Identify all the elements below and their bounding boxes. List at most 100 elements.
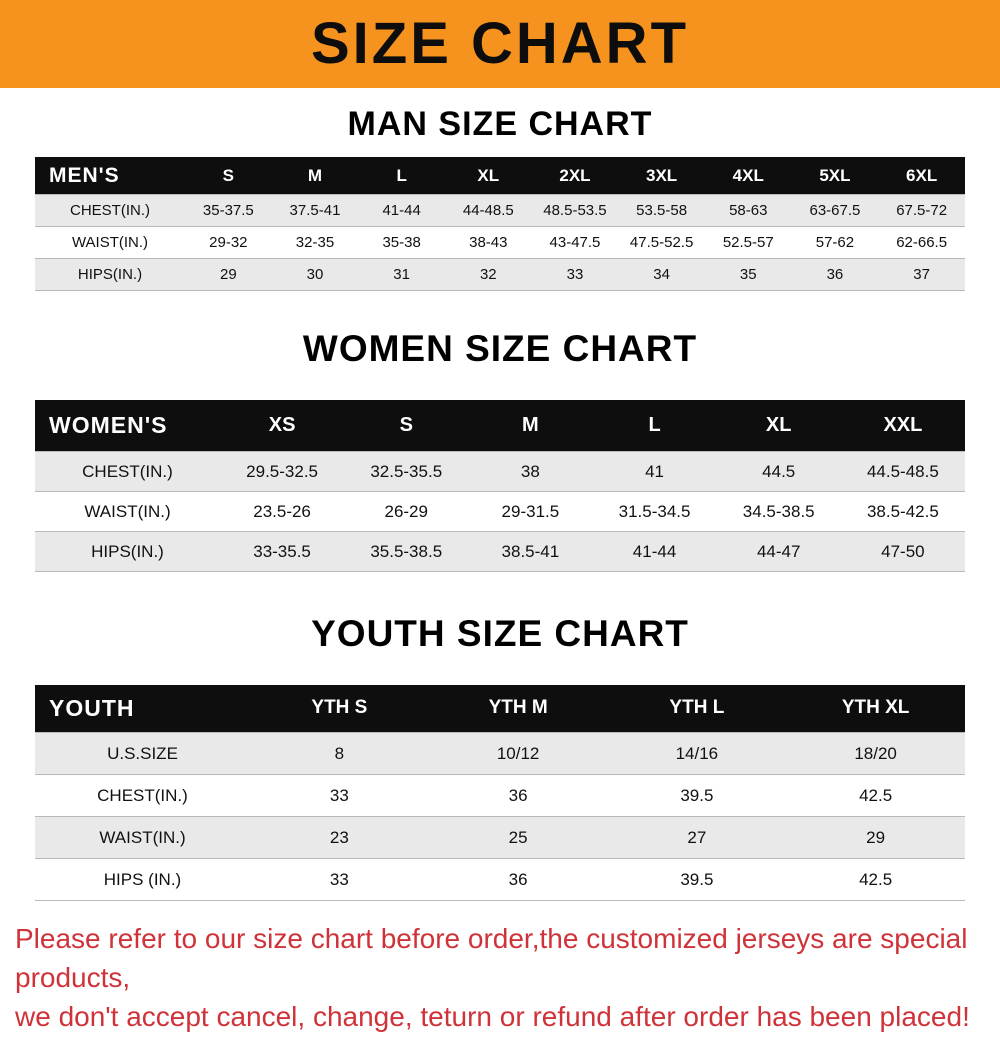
column-header: 3XL [618, 156, 705, 195]
table-header-label: YOUTH [35, 684, 250, 733]
table-cell: 23 [329, 827, 349, 847]
table-cell: 30 [306, 266, 324, 284]
table-cell: 37 [913, 266, 930, 284]
table-cell: 26-29 [384, 501, 428, 521]
size-table: WOMEN'S XS S M L XL XXL CHEST(IN.) 29.5-32.5 32.5… [35, 399, 965, 573]
table-cell: 36 [508, 785, 528, 805]
table-row: WAIST(IN.) 29-32 32-35 35-38 38-43 43-47.5 47.… [35, 226, 965, 259]
table-row: HIPS (IN.) 33 36 39.5 42.5 [35, 858, 965, 901]
size-table: MEN'S S M L XL 2XL 3XL 4XL 5XL 6XL CHEST(IN.) 35-37… [35, 156, 965, 292]
section-title: MAN SIZE CHART [347, 105, 653, 143]
table-cell: 42.5 [859, 785, 893, 805]
table-cell: 33 [329, 869, 349, 889]
table-row: CHEST(IN.) 35-37.5 37.5-41 41-44 44-48.5 48.5… [35, 194, 965, 227]
column-header: 6XL [878, 156, 965, 195]
table-header: YOUTH YTH S YTH M YTH L YTH XL [35, 684, 965, 733]
table-cell: 44.5 [762, 461, 796, 481]
row-label: CHEST(IN.) [82, 461, 173, 481]
table-cell: 35-38 [382, 234, 421, 252]
section-title: WOMEN SIZE CHART [302, 328, 698, 370]
column-header: YTH XL [786, 684, 965, 733]
table-cell: 29 [219, 266, 237, 284]
table-cell: 48.5-53.5 [543, 202, 607, 220]
column-header: 4XL [704, 156, 792, 195]
column-header: XL [716, 399, 841, 452]
table-cell: 29-32 [209, 234, 248, 252]
table-row: U.S.SIZE 8 10/12 14/16 18/20 [35, 732, 965, 775]
row-label: HIPS (IN.) [103, 869, 182, 889]
table-cell: 37.5-41 [289, 202, 341, 220]
table-cell: 29.5-32.5 [246, 461, 318, 481]
table-row: WAIST(IN.) 23 25 27 29 [35, 816, 965, 859]
table-body: CHEST(IN.) 35-37.5 37.5-41 41-44 44-48.5 48.5… [35, 194, 965, 291]
table-cell: 29-31.5 [501, 501, 560, 521]
table-cell: 33 [329, 785, 349, 805]
table-cell: 35.5-38.5 [370, 541, 443, 561]
column-header: XXL [840, 399, 965, 452]
table-cell: 42.5 [859, 869, 893, 889]
table-cell: 38-43 [469, 234, 508, 252]
table-cell: 14/16 [675, 743, 719, 763]
table-cell: 43-47.5 [549, 234, 601, 252]
table-row: HIPS(IN.) 29 30 31 32 33 34 35 36 37 [35, 258, 965, 291]
table-row: CHEST(IN.) 29.5-32.5 32.5-35.5 38 41 44.5 44.5… [35, 451, 965, 492]
row-label: WAIST(IN.) [84, 501, 171, 521]
table-cell: 25 [508, 827, 528, 847]
table-cell: 62-66.5 [896, 234, 948, 252]
column-header: M [468, 399, 593, 452]
column-header: L [592, 399, 717, 452]
table-cell: 52.5-57 [722, 234, 774, 252]
size-chart-section: WOMEN SIZE CHART WOMEN'S XS S M L XL XXL CHEST(I… [0, 327, 1000, 572]
footer-note-line2: we don't accept cancel, change, teturn o… [15, 1001, 970, 1033]
table-cell: 47-50 [881, 541, 925, 561]
table-cell: 47.5-52.5 [629, 234, 694, 252]
table-cell: 58-63 [729, 202, 768, 220]
table-cell: 41-44 [632, 541, 677, 561]
table-cell: 44-47 [756, 541, 801, 561]
row-label: U.S.SIZE [107, 743, 178, 763]
table-cell: 38 [520, 461, 540, 481]
size-chart-section: YOUTH SIZE CHART YOUTH YTH S YTH M YTH L YTH … [0, 612, 1000, 901]
table-cell: 41 [645, 461, 664, 481]
column-header: 2XL [531, 156, 619, 195]
column-header: YTH M [428, 684, 608, 733]
table-header-label: WOMEN'S [35, 399, 220, 452]
table-header-row: WOMEN'S XS S M L XL XXL [35, 399, 965, 452]
column-header: YTH L [607, 684, 787, 733]
size-chart-banner: SIZE CHART [0, 0, 1000, 88]
row-label: HIPS(IN.) [77, 266, 143, 284]
table-row: HIPS(IN.) 33-35.5 35.5-38.5 38.5-41 41-44 44-… [35, 531, 965, 572]
table-cell: 63-67.5 [809, 202, 861, 220]
table-cell: 35 [739, 266, 757, 284]
table-row: WAIST(IN.) 23.5-26 26-29 29-31.5 31.5-34.5 34… [35, 491, 965, 532]
column-header: 5XL [791, 156, 879, 195]
table-cell: 33 [566, 266, 584, 284]
size-charts: MAN SIZE CHART MEN'S S M L XL 2XL 3XL 4XL 5XL 6XL C… [0, 104, 1000, 901]
banner-title: SIZE CHART [311, 11, 689, 76]
table-cell: 33-35.5 [253, 541, 311, 561]
column-header: S [344, 399, 469, 452]
table-cell: 8 [334, 743, 345, 763]
table-cell: 23.5-26 [253, 501, 311, 521]
row-label: CHEST(IN.) [97, 785, 188, 805]
size-table: YOUTH YTH S YTH M YTH L YTH XL U.S.SIZE 8 10/12… [35, 684, 965, 902]
table-cell: 41-44 [382, 202, 421, 220]
table-cell: 32-35 [295, 234, 335, 252]
table-body: CHEST(IN.) 29.5-32.5 32.5-35.5 38 41 44.5 44.5… [35, 451, 965, 572]
table-cell: 38.5-41 [501, 541, 560, 561]
table-header: MEN'S S M L XL 2XL 3XL 4XL 5XL 6XL [35, 156, 965, 195]
column-header: YTH S [250, 684, 429, 733]
footer-note-line1: Please refer to our size chart before or… [15, 923, 968, 994]
table-cell: 31.5-34.5 [618, 501, 691, 521]
table-row: CHEST(IN.) 33 36 39.5 42.5 [35, 774, 965, 817]
table-cell: 67.5-72 [896, 202, 948, 220]
table-cell: 34.5-38.5 [742, 501, 815, 521]
table-cell: 35-37.5 [202, 202, 254, 220]
table-body: U.S.SIZE 8 10/12 14/16 18/20 CHEST(IN.) 33 36 39… [35, 732, 965, 901]
table-cell: 36 [508, 869, 528, 889]
table-cell: 29 [866, 827, 886, 847]
table-cell: 10/12 [496, 743, 540, 763]
footer-note: Please refer to our size chart before or… [15, 919, 1000, 1037]
table-cell: 27 [687, 827, 707, 847]
table-cell: 34 [653, 266, 670, 284]
